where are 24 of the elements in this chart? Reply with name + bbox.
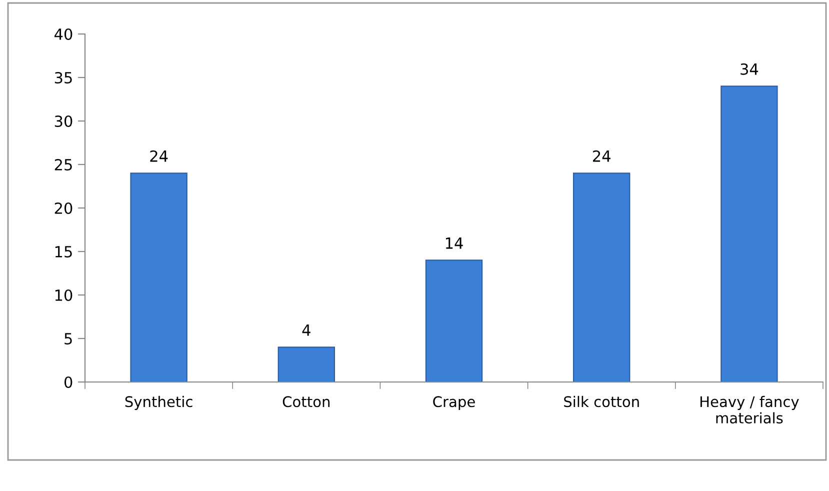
y-tick-label: 5 bbox=[64, 333, 72, 345]
data-label: 24 bbox=[593, 150, 610, 162]
bar bbox=[278, 346, 335, 382]
y-tick-label: 40 bbox=[54, 28, 72, 40]
y-tick-label: 20 bbox=[54, 202, 72, 214]
y-tick-label: 15 bbox=[55, 246, 72, 258]
y-tick-label: 25 bbox=[54, 158, 72, 171]
y-tick-label: 30 bbox=[54, 115, 72, 128]
bar bbox=[573, 172, 630, 382]
x-tick-label: Cotton bbox=[282, 396, 330, 408]
x-tick-label: Silk cotton bbox=[564, 396, 639, 408]
y-tick-label: 35 bbox=[54, 72, 72, 84]
bar bbox=[720, 86, 778, 382]
x-tick-label: Heavy / fancy materials bbox=[700, 396, 799, 424]
x-tick-label: Synthetic bbox=[125, 396, 192, 410]
data-label: 34 bbox=[740, 63, 758, 75]
data-label: 24 bbox=[150, 150, 168, 162]
data-label: 4 bbox=[302, 324, 310, 336]
bar bbox=[130, 172, 188, 382]
x-tick-label: Crape bbox=[433, 396, 475, 410]
bar bbox=[425, 260, 483, 382]
y-tick-label: 0 bbox=[64, 376, 72, 388]
y-tick-label: 10 bbox=[55, 289, 72, 302]
data-label: 14 bbox=[446, 238, 463, 249]
